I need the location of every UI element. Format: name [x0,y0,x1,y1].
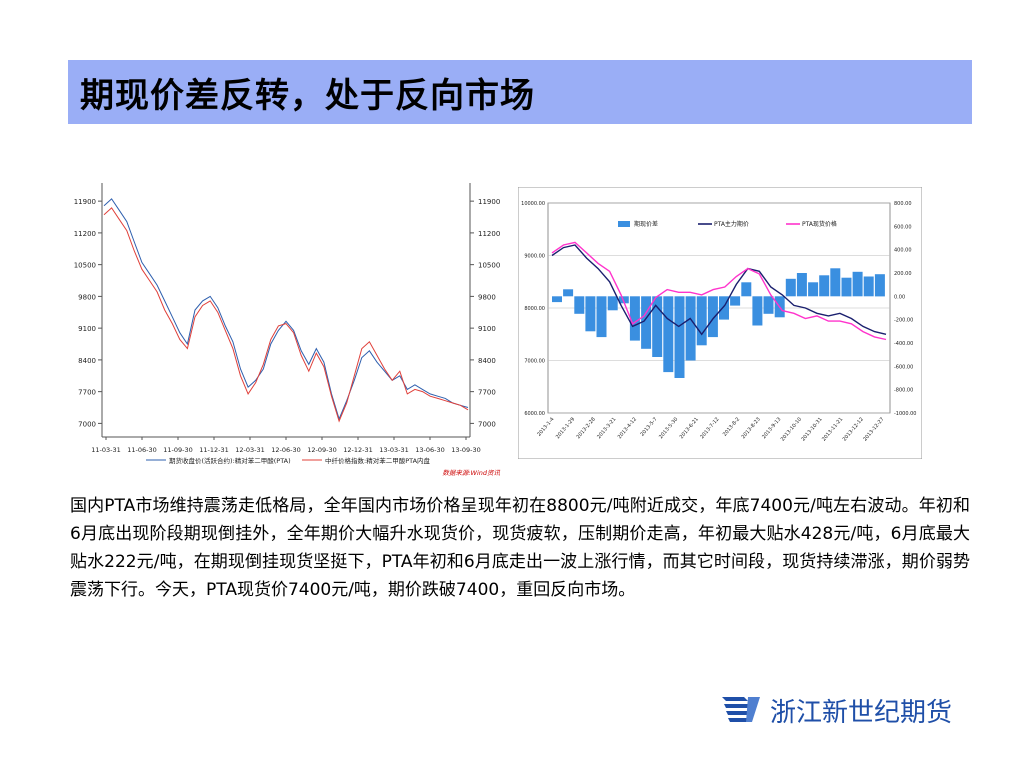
basis-bar [641,296,652,349]
basis-bar [574,296,585,314]
title-bar: 期现价差反转，处于反向市场 [68,60,972,124]
series-line-spot [103,207,469,423]
basis-bar [730,296,741,306]
x-tick-label: 11-03-31 [91,446,121,454]
x-tick-label: 11-09-30 [163,446,193,454]
y-tick-label-left: 7000 [78,420,96,428]
x-tick-label: 12-12-31 [343,446,373,454]
basis-bar [585,296,596,332]
y-tick-label-right: 8400 [478,357,496,365]
basis-bar [863,276,874,297]
legend-label: 期现价差 [634,220,658,228]
y-tick-label-left: 8400 [78,357,96,365]
basis-bar [696,296,707,346]
basis-bar [741,282,752,297]
page-title: 期现价差反转，处于反向市场 [80,75,535,116]
y-tick-label-left: 7700 [78,389,96,397]
x-tick-label: 11-06-30 [127,446,157,454]
y-tick-label-left: 9100 [78,325,96,333]
legend-swatch-basis [618,221,630,227]
basis-bar [874,274,885,297]
basis-bar [808,282,819,297]
y-tick-label-left: 9800 [78,293,96,301]
right-tick-label: -200.00 [894,318,913,324]
y-tick-label-left: 10500 [74,262,96,270]
x-tick-label: 11-12-31 [199,446,229,454]
spot-line [551,241,887,341]
series-line-futures [103,198,469,421]
x-tick-label: 12-09-30 [307,446,337,454]
legend-label: PTA主力期价 [714,220,749,228]
x-tick-label: 13-06-30 [415,446,445,454]
basis-bar [796,273,807,297]
left-tick-label: 8000.00 [524,306,545,312]
right-tick-label: -800.00 [894,388,913,394]
futures-line [551,244,887,336]
price-chart-svg: 11900 11900 11200 11200 10500 10500 9800 9800 91… [66,175,508,485]
basis-bar [719,296,729,320]
price-chart-2011-2013: 11900 11900 11200 11200 10500 10500 9800 9800 91… [66,175,508,485]
y-tick-label-right: 11200 [478,230,500,238]
basis-bar [852,271,863,297]
x-tick-label: 13-09-30 [451,446,481,454]
basis-bar [785,278,796,297]
y-tick-label-right: 11900 [478,198,500,206]
y-tick-label-right: 7700 [478,389,496,397]
x-tick-label: 13-03-31 [379,446,409,454]
basis-chart-2013: 10000.00 9000.00 8000.00 7000.00 6000.00 800.… [518,187,922,459]
right-tick-label: -600.00 [894,364,913,370]
basis-bar [563,289,574,297]
basis-bar [685,296,696,361]
company-name: 浙江新世纪期货 [770,697,953,728]
y-tick-label-right: 10500 [478,262,500,270]
left-tick-label: 9000.00 [524,254,545,260]
right-tick-label: 200.00 [894,271,912,277]
legend-label-futures: 期货收盘价(活跃合约):精对苯二甲酸(PTA) [169,456,291,465]
y-tick-label-right: 9100 [478,325,496,333]
basis-chart-svg: 10000.00 9000.00 8000.00 7000.00 6000.00 800.… [518,187,922,459]
basis-bar [607,296,618,311]
data-source-note: 数据来源:Wind资讯 [442,469,500,477]
left-tick-label: 6000.00 [524,411,545,417]
x-tick-label: 12-03-31 [235,446,265,454]
basis-bar [707,296,718,338]
company-logo-icon [722,697,760,722]
y-tick-label-left: 11200 [74,230,96,238]
basis-bar [819,275,830,297]
legend-label: PTA现货价格 [802,220,837,228]
basis-bar [752,296,763,326]
right-tick-label: 400.00 [894,248,912,254]
y-tick-label-left: 11900 [74,198,96,206]
analysis-paragraph: 国内PTA市场维持震荡走低格局，全年国内市场价格呈现年初在8800元/吨附近成交… [70,496,970,600]
y-tick-label-right: 7000 [478,420,496,428]
basis-bar [663,296,674,373]
left-tick-label: 10000.00 [521,201,545,207]
y-tick-label-right: 9800 [478,293,496,301]
basis-bar [596,296,607,338]
left-tick-label: 7000.00 [524,359,545,365]
right-tick-label: 600.00 [894,224,912,230]
basis-bar [841,277,852,297]
basis-bar [674,296,685,378]
basis-bar [652,296,663,357]
x-tick-label: 12-06-30 [271,446,301,454]
basis-bar [552,296,562,303]
basis-bar [830,268,841,297]
legend-label-spot: 中纤价格指数:精对苯二甲酸PTA内盘 [325,456,431,465]
right-tick-label: -400.00 [894,341,913,347]
chart-background [66,175,508,485]
basis-bar [629,296,640,341]
right-tick-label: 800.00 [894,201,912,207]
company-logo: 浙江新世纪期货 [722,690,952,730]
basis-bar [763,296,774,314]
right-tick-label: 0.00 [894,294,905,300]
right-tick-label: -1000.00 [894,411,916,417]
